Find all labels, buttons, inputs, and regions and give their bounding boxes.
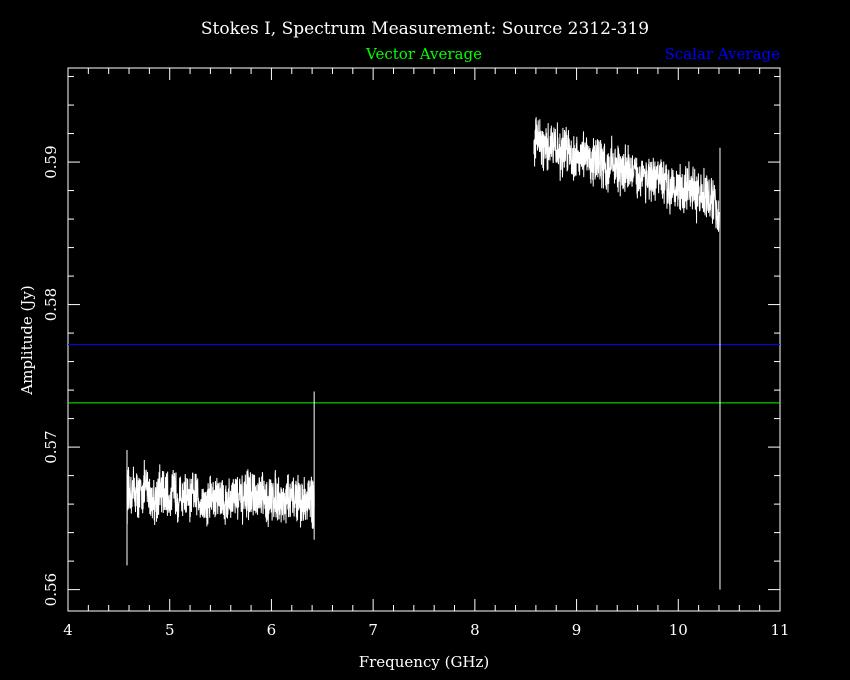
chart-title: Stokes I, Spectrum Measurement: Source 2… <box>201 19 649 39</box>
x-tick-label: 11 <box>770 621 789 639</box>
spectrum-trace-1 <box>126 460 315 529</box>
y-tick-label: 0.56 <box>42 573 60 606</box>
legend-vector-average: Vector Average <box>365 45 482 63</box>
x-tick-label: 7 <box>368 621 378 639</box>
reference-lines <box>68 343 780 404</box>
x-tick-label: 8 <box>470 621 480 639</box>
y-tick-label: 0.57 <box>42 430 60 463</box>
x-tick-label: 4 <box>63 621 73 639</box>
x-tick-label: 9 <box>572 621 582 639</box>
y-tick-label: 0.59 <box>42 145 60 178</box>
x-axis: 4 5 6 7 8 9 10 11 <box>63 68 790 639</box>
y-axis-label: Amplitude (Jy) <box>18 285 36 395</box>
x-tick-label: 10 <box>669 621 688 639</box>
x-tick-label: 6 <box>267 621 277 639</box>
x-tick-label: 5 <box>165 621 175 639</box>
plot-frame <box>67 67 781 612</box>
x-axis-label: Frequency (GHz) <box>359 653 490 671</box>
y-axis: 0.56 0.57 0.58 0.59 <box>42 76 780 606</box>
legend-scalar-average: Scalar Average <box>665 45 781 63</box>
y-tick-label: 0.58 <box>42 288 60 321</box>
spectrum-trace-2 <box>533 117 720 232</box>
spectrum-series <box>126 117 721 590</box>
